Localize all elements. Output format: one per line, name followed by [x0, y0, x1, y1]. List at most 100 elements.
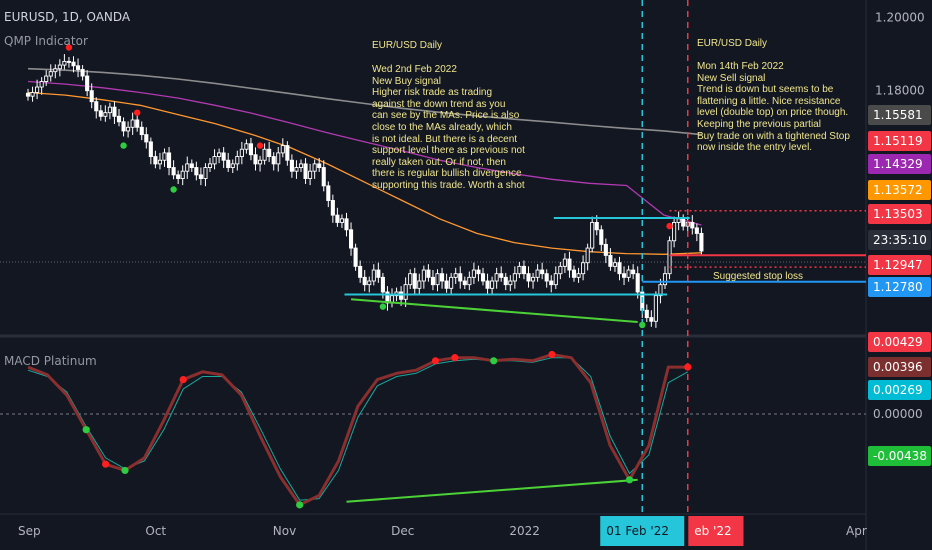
candle-up: [258, 159, 263, 165]
macd-value-label: 0.00429: [873, 335, 923, 349]
candle-down: [649, 317, 654, 322]
candle-up: [262, 148, 267, 161]
macd-sell-dot: [548, 350, 556, 359]
candle-down: [544, 273, 549, 282]
price-tag: [868, 230, 931, 250]
candle-down: [148, 141, 153, 158]
candle-down: [75, 65, 81, 70]
candle-up: [517, 265, 522, 275]
candle-down: [112, 106, 117, 117]
candle-down: [321, 167, 326, 187]
macd-sell-dot: [431, 357, 440, 365]
candle-down: [426, 269, 431, 278]
symbol-title[interactable]: EURUSD, 1D, OANDA: [4, 10, 131, 24]
time-axis-label: Oct: [145, 524, 166, 538]
candle-up: [162, 152, 167, 161]
price-tag-label: 1.13572: [873, 183, 923, 197]
candle-up: [239, 148, 244, 158]
candle-down: [66, 60, 71, 63]
annotation-right-body: Mon 14th Feb 2022 New Sell signal Trend …: [697, 61, 850, 154]
buy-signal-dot: [120, 142, 127, 149]
buy-signal-dot: [639, 321, 646, 329]
candle-down: [594, 221, 599, 231]
candle-down: [644, 309, 649, 319]
candle-up: [312, 163, 317, 172]
candle-down: [458, 273, 463, 282]
candle-down: [144, 134, 149, 143]
candle-up: [30, 92, 35, 97]
candle-down: [135, 119, 140, 128]
price-tag: [868, 154, 931, 174]
price-tag: [868, 180, 931, 200]
candle-down: [166, 152, 172, 168]
candle-up: [408, 273, 413, 286]
candle-down: [330, 200, 335, 216]
candle-down: [248, 143, 254, 156]
macd-value-tag: [868, 380, 931, 400]
candle-down: [499, 273, 504, 278]
candle-down: [540, 269, 545, 275]
candle-down: [267, 148, 272, 158]
candle-down: [349, 229, 354, 249]
candle-up: [244, 143, 249, 150]
macd-buy-dot: [121, 466, 129, 475]
candle-down: [89, 90, 94, 103]
candle-down: [571, 269, 577, 278]
macd-sell-dot: [684, 363, 692, 371]
price-tick-label: 1.18000: [875, 84, 925, 98]
annotation-right-title: EUR/USD Daily: [697, 38, 768, 49]
macd-value-label: 0.00396: [873, 360, 923, 374]
macd-value-label: -0.00438: [873, 449, 927, 463]
candle-down: [399, 291, 404, 300]
sell-signal-dot: [666, 222, 673, 230]
candle-down: [98, 110, 103, 117]
moving-average-line: [27, 80, 702, 226]
candle-down: [94, 101, 99, 112]
candle-up: [449, 276, 454, 289]
candle-up: [44, 75, 49, 82]
macd-indicator-label[interactable]: MACD Platinum: [4, 354, 97, 368]
candle-down: [353, 247, 358, 267]
candle-down: [412, 273, 417, 289]
candle-up: [130, 119, 135, 128]
candle-down: [358, 265, 363, 278]
candle-up: [585, 247, 590, 264]
time-highlight-label: 01 Feb '22: [606, 524, 669, 538]
candle-down: [25, 92, 31, 97]
candle-down: [444, 280, 449, 289]
candle-up: [235, 156, 240, 165]
time-axis-label: Apr: [846, 524, 867, 538]
sell-signal-dot: [65, 44, 73, 51]
time-axis-label: Sep: [18, 524, 41, 538]
candle-up: [48, 71, 53, 77]
macd-line: [27, 352, 688, 507]
annotation-left-title: EUR/USD Daily: [372, 40, 443, 51]
stop-loss-label: Suggested stop loss: [713, 271, 804, 282]
candle-up: [126, 126, 131, 132]
candle-up: [212, 156, 217, 165]
price-tag-label: 1.14329: [873, 157, 923, 171]
candle-down: [681, 218, 686, 227]
candle-down: [476, 269, 481, 275]
price-tag: [868, 105, 931, 125]
candle-up: [658, 284, 663, 297]
qmp-indicator-label[interactable]: QMP Indicator: [4, 34, 88, 48]
macd-value-label: 0.00269: [873, 383, 923, 397]
price-tag: [868, 131, 931, 151]
candle-up: [35, 86, 40, 93]
price-tick-label: 1.20000: [875, 10, 925, 24]
macd-buy-dot: [296, 501, 304, 509]
candle-down: [631, 269, 636, 275]
candle-down: [567, 258, 572, 271]
candle-down: [480, 273, 486, 282]
price-tag-label: 1.15581: [873, 108, 923, 122]
candle-down: [526, 273, 531, 282]
candle-up: [667, 240, 672, 275]
candle-up: [494, 273, 499, 282]
macd-sell-dot: [451, 354, 459, 362]
candle-down: [116, 115, 122, 123]
candle-down: [503, 276, 508, 286]
candle-down: [303, 163, 308, 179]
candle-up: [626, 269, 631, 278]
